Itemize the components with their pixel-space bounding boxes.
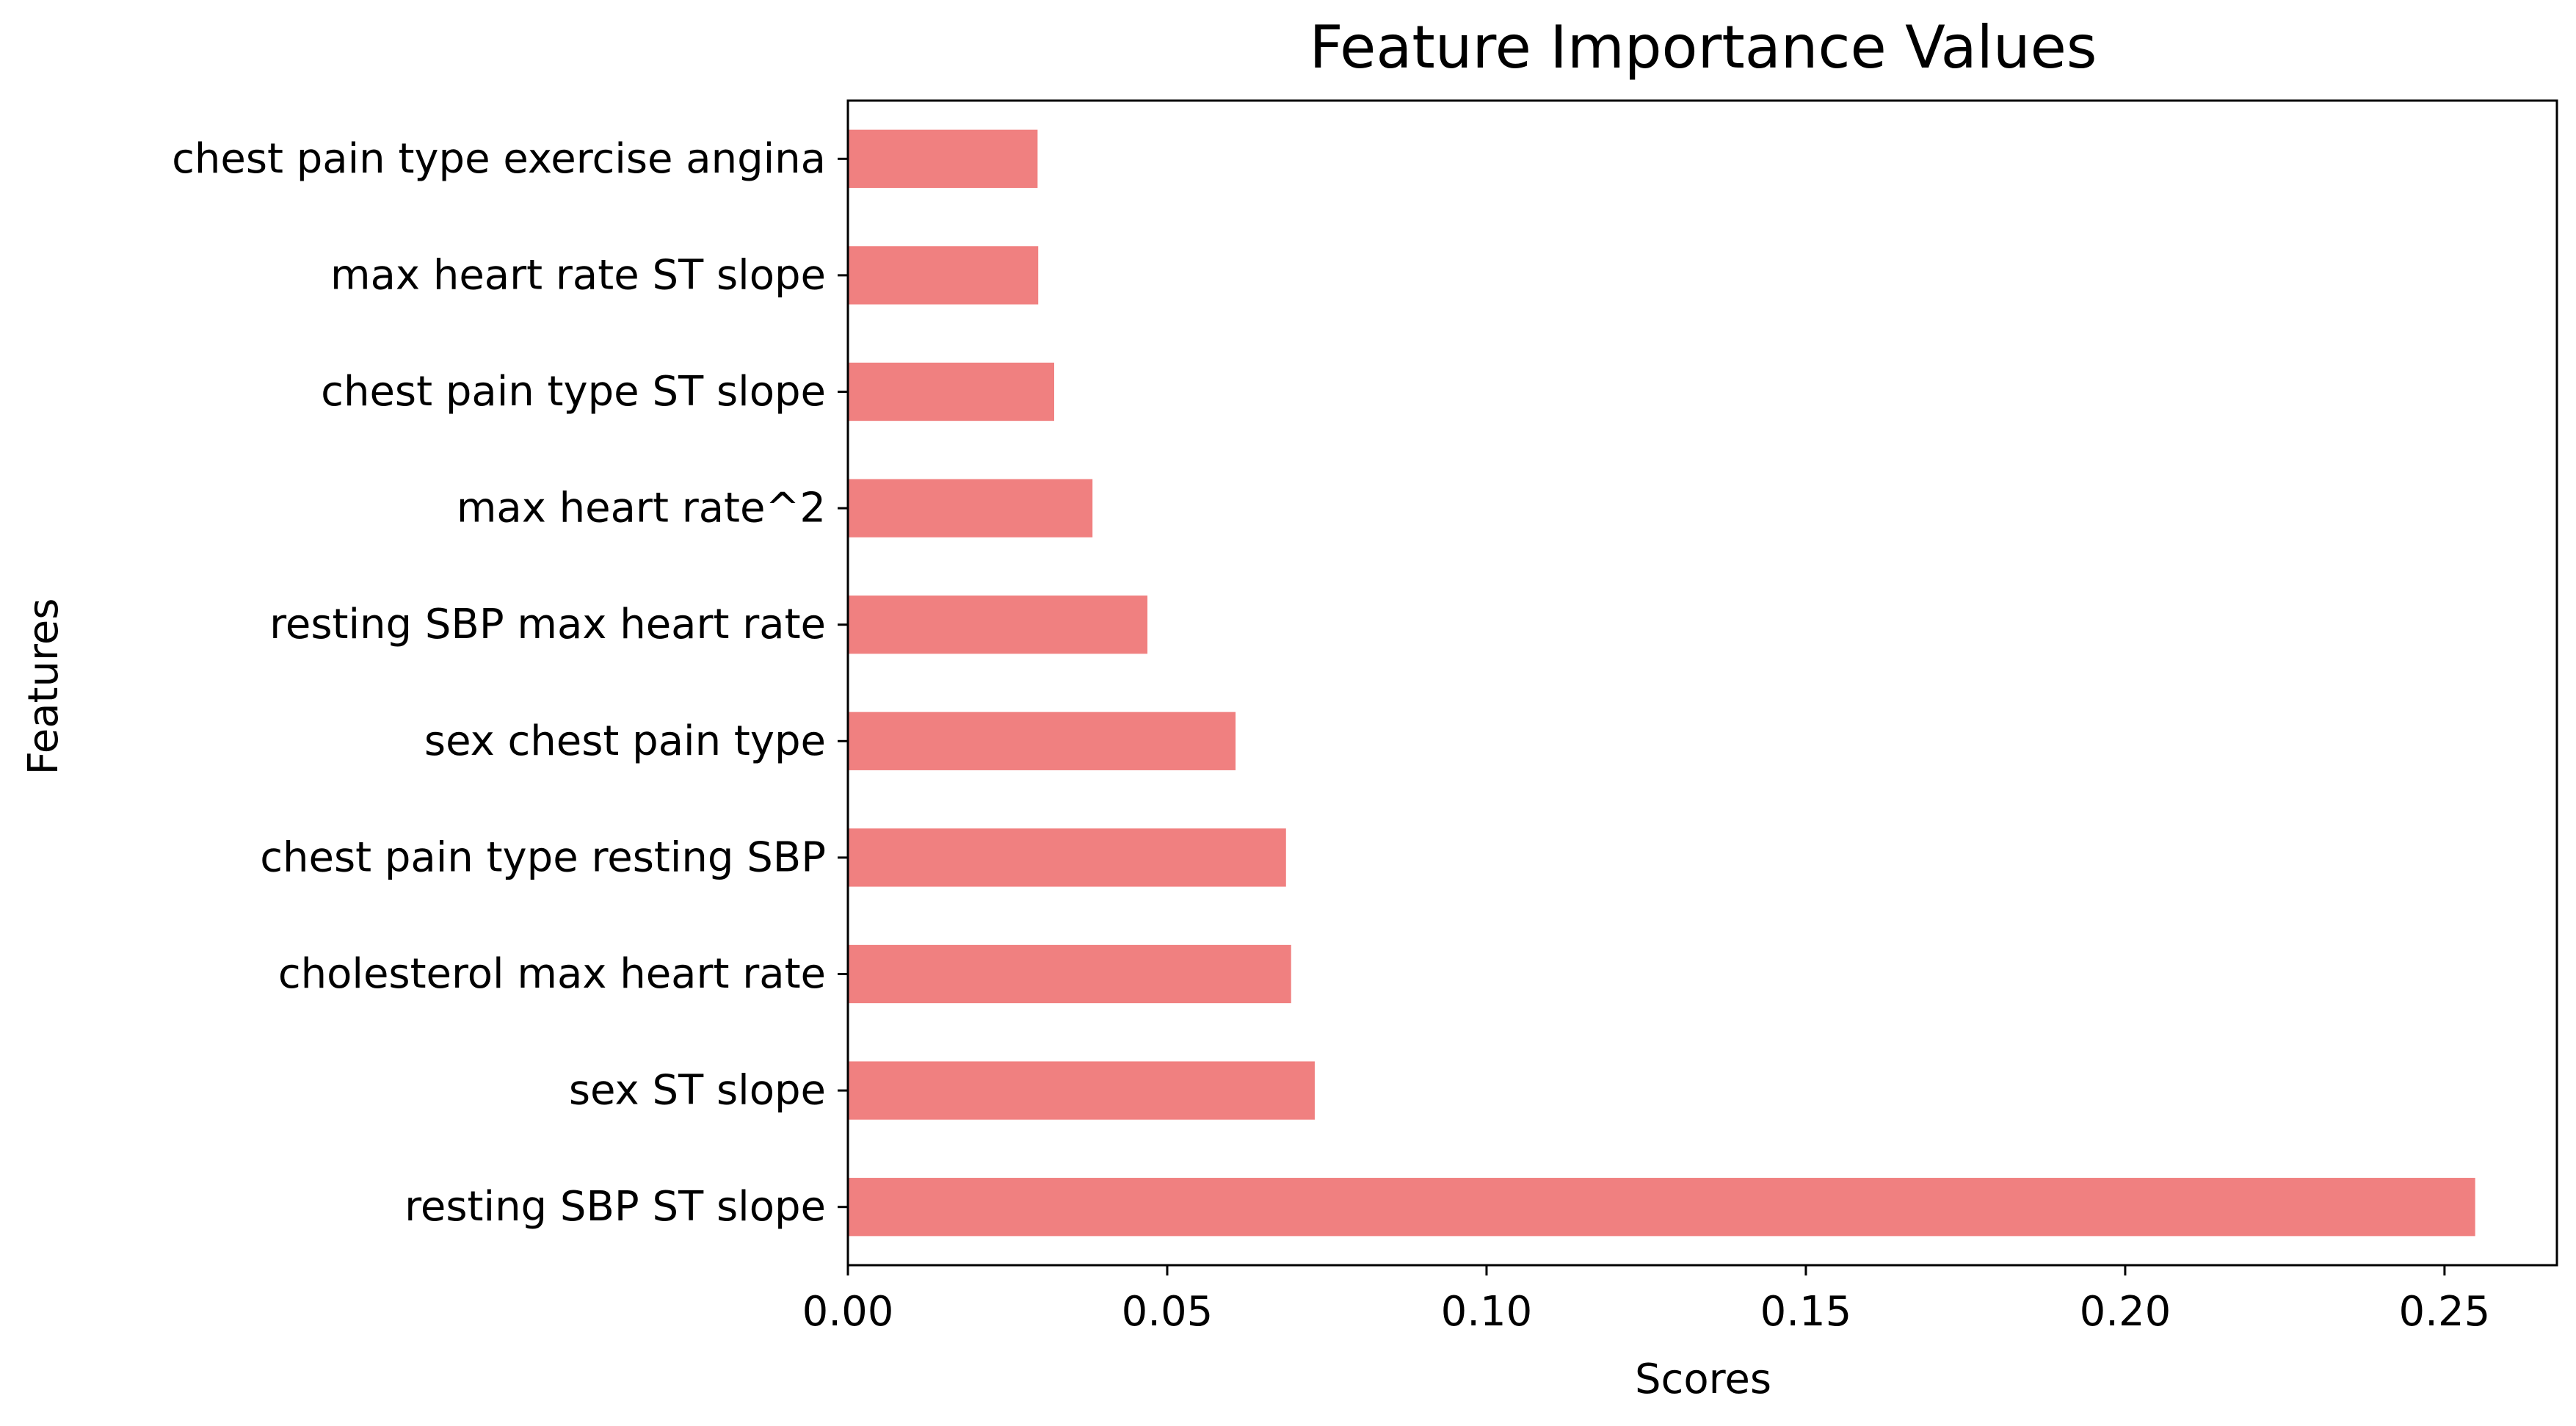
x-tick-label: 0.00 <box>802 1288 894 1336</box>
y-tick-label: sex chest pain type <box>424 717 826 765</box>
x-tick-label: 0.20 <box>2080 1288 2172 1336</box>
y-axis-label: Features <box>20 598 68 775</box>
x-tick-label: 0.05 <box>1122 1288 1213 1336</box>
y-tick-label: resting SBP max heart rate <box>269 601 826 648</box>
y-tick-label: max heart rate ST slope <box>330 251 826 299</box>
bar <box>848 596 1148 654</box>
axes-frame <box>846 99 2558 1267</box>
bars-group <box>848 129 2475 1237</box>
y-tick-label: chest pain type ST slope <box>321 368 826 416</box>
x-tick-label: 0.25 <box>2399 1288 2491 1336</box>
bar <box>848 246 1039 305</box>
bar <box>848 362 1054 421</box>
y-tick-label: resting SBP ST slope <box>404 1183 826 1231</box>
x-tick-label: 0.10 <box>1441 1288 1533 1336</box>
y-tick-label: chest pain type resting SBP <box>260 833 826 881</box>
bar <box>848 712 1236 770</box>
bar <box>848 828 1286 887</box>
bar <box>848 1178 2475 1237</box>
bar <box>848 1061 1315 1120</box>
y-tick-label: chest pain type exercise angina <box>172 135 826 183</box>
x-tick-label: 0.15 <box>1760 1288 1852 1336</box>
bar <box>848 479 1093 538</box>
y-tick-label: max heart rate^2 <box>457 485 826 532</box>
y-tick-label: sex ST slope <box>569 1067 826 1115</box>
chart-title: Feature Importance Values <box>1310 13 2097 82</box>
x-axis-label: Scores <box>1635 1356 1771 1403</box>
y-tick-label: cholesterol max heart rate <box>278 950 826 998</box>
bar <box>848 129 1038 188</box>
y-tick-group: resting SBP ST slope sex ST slope choleste… <box>172 135 848 1231</box>
x-tick-group: 0.00 0.05 0.10 0.15 0.20 0.25 <box>802 1265 2491 1336</box>
bar <box>848 944 1291 1004</box>
